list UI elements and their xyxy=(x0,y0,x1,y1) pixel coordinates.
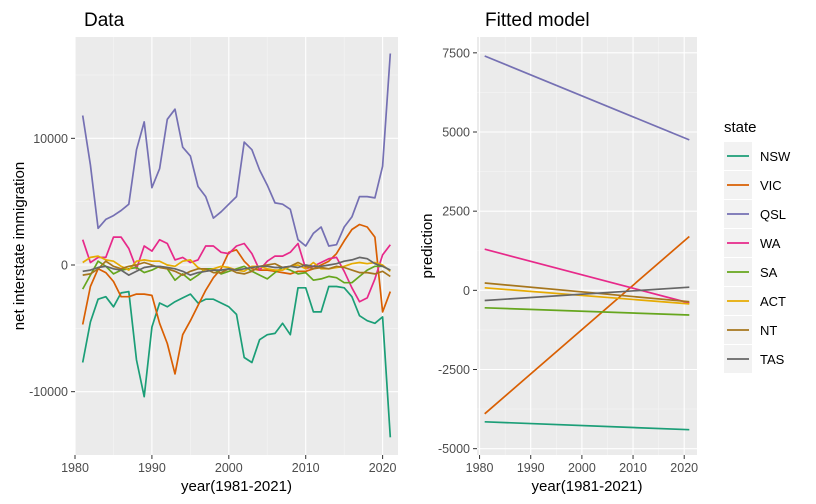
legend-label: ACT xyxy=(760,294,786,309)
fitted-model-panel-background xyxy=(477,37,697,455)
fitted-model-panel-series xyxy=(484,55,690,431)
legend-title: state xyxy=(724,119,757,136)
series-line-tas xyxy=(484,286,690,302)
series-line-nt xyxy=(484,282,690,303)
x-tick-label: 1980 xyxy=(466,461,494,475)
legend-label: NSW xyxy=(760,149,791,164)
fitted-model-panel-grid xyxy=(477,37,697,455)
series-line-wa xyxy=(484,248,690,304)
fitted-model-panel-axes: 1980 1990 2000 2010 2020 -5000 -2500 0 2500 5000 7… xyxy=(438,46,698,475)
x-tick-label: 2020 xyxy=(369,461,397,475)
x-tick-label: 1990 xyxy=(138,461,166,475)
x-tick-label: 2010 xyxy=(619,461,647,475)
legend-item-act: ACT xyxy=(724,287,786,315)
data-panel-y-axis-title: net interstate immigration xyxy=(11,162,28,330)
x-tick-label: 2000 xyxy=(215,461,243,475)
x-tick-label: 1990 xyxy=(517,461,545,475)
legend-item-wa: WA xyxy=(724,229,781,257)
legend-label: VIC xyxy=(760,178,782,193)
legend: state NSW VIC QSL WA SA ACT NT TAS xyxy=(724,119,791,373)
series-line-sa xyxy=(484,306,690,316)
y-tick-label: -2500 xyxy=(438,363,470,377)
series-line-qsl xyxy=(81,53,392,247)
data-panel-series xyxy=(81,53,392,438)
legend-item-nsw: NSW xyxy=(724,142,791,170)
y-tick-label: 0 xyxy=(463,284,470,298)
y-tick-label: 2500 xyxy=(442,205,470,219)
y-tick-label: 7500 xyxy=(442,46,470,60)
series-line-vic xyxy=(484,235,690,415)
fitted-model-panel-y-axis-title: prediction xyxy=(419,213,436,278)
x-tick-label: 2000 xyxy=(568,461,596,475)
legend-items: NSW VIC QSL WA SA ACT NT TAS xyxy=(724,142,791,373)
legend-item-qsl: QSL xyxy=(724,200,786,228)
series-line-act xyxy=(484,286,690,305)
data-panel: 1980 1990 2000 2010 2020 -10000 0 10000 Data ye… xyxy=(11,10,398,495)
legend-item-sa: SA xyxy=(724,258,778,286)
y-tick-label: 5000 xyxy=(442,126,470,140)
legend-label: SA xyxy=(760,265,778,280)
y-tick-label: 0 xyxy=(61,259,68,273)
data-panel-x-axis-title: year(1981-2021) xyxy=(181,478,292,495)
fitted-model-panel: 1980 1990 2000 2010 2020 -5000 -2500 0 2500 5000 7… xyxy=(419,10,698,495)
series-line-vic xyxy=(81,223,392,375)
legend-item-vic: VIC xyxy=(724,171,782,199)
series-line-tas xyxy=(82,256,391,276)
series-line-nsw xyxy=(81,285,392,438)
y-tick-label: 10000 xyxy=(33,132,68,146)
y-tick-label: -5000 xyxy=(438,442,470,456)
legend-label: WA xyxy=(760,236,781,251)
legend-label: TAS xyxy=(760,352,785,367)
legend-label: NT xyxy=(760,323,777,338)
fitted-model-panel-title: Fitted model xyxy=(485,10,590,31)
legend-item-tas: TAS xyxy=(724,345,785,373)
series-line-nt xyxy=(82,260,391,278)
data-panel-title: Data xyxy=(84,10,125,31)
series-line-nsw xyxy=(484,420,690,431)
x-tick-label: 2010 xyxy=(292,461,320,475)
fitted-model-panel-x-axis-title: year(1981-2021) xyxy=(532,478,643,495)
series-line-sa xyxy=(81,260,391,290)
legend-label: QSL xyxy=(760,207,786,222)
data-panel-axes: 1980 1990 2000 2010 2020 -10000 0 10000 xyxy=(29,132,397,475)
legend-item-nt: NT xyxy=(724,316,777,344)
x-tick-label: 2020 xyxy=(670,461,698,475)
series-line-qsl xyxy=(484,55,690,141)
x-tick-label: 1980 xyxy=(61,461,89,475)
y-tick-label: -10000 xyxy=(29,385,68,399)
